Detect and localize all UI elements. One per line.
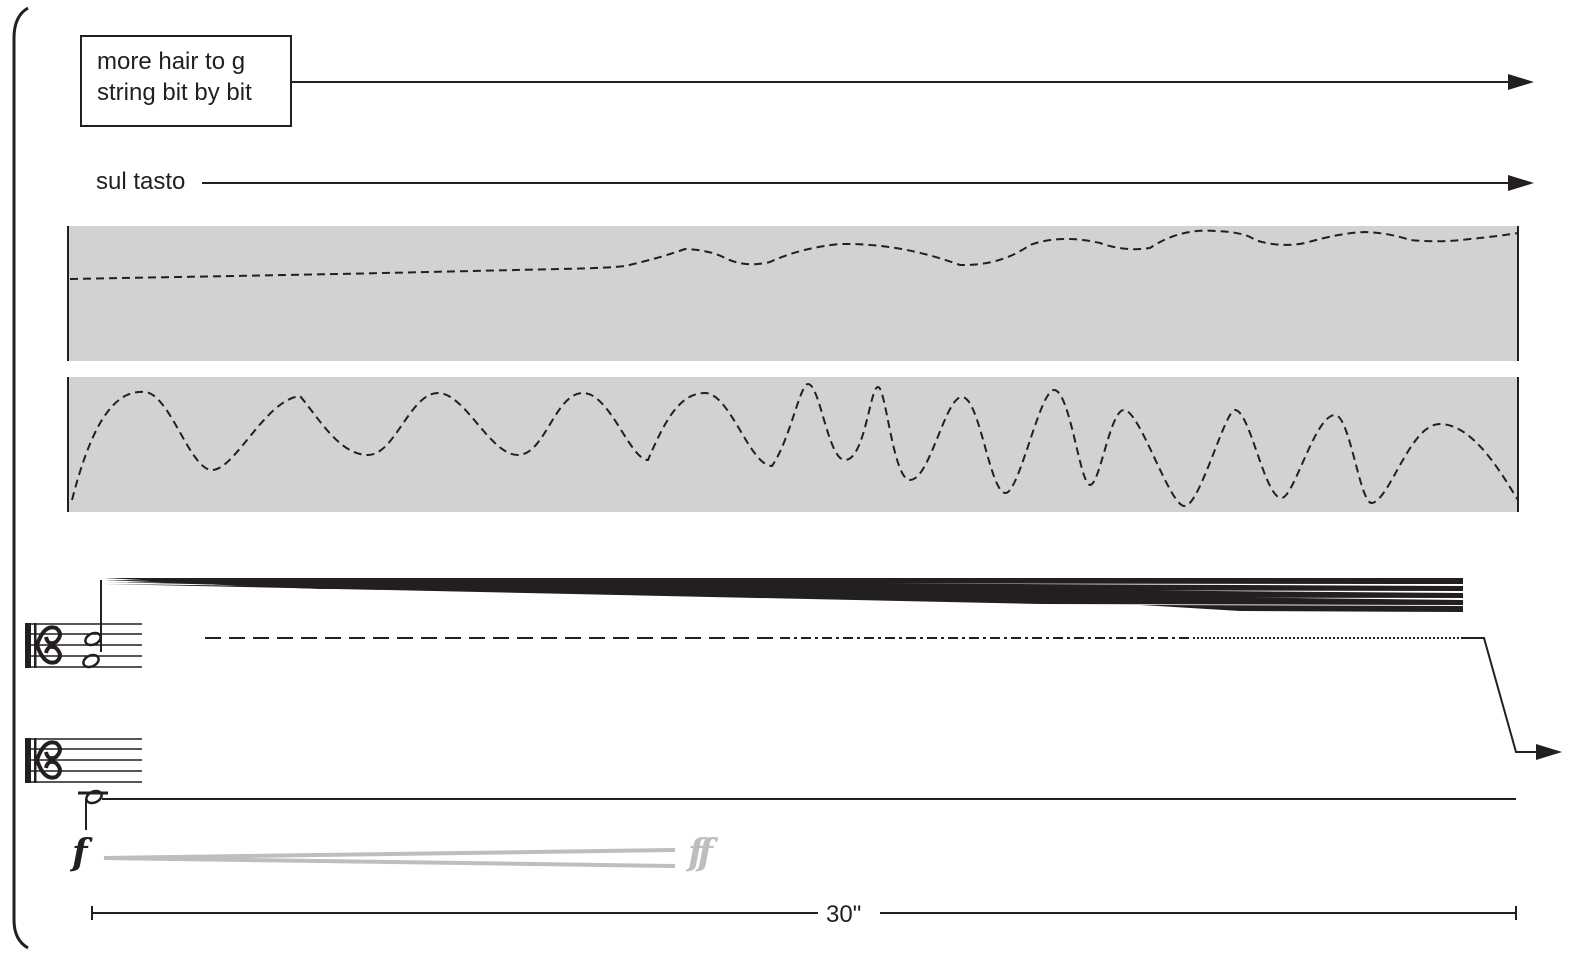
contour-graph-upper [67,226,1519,361]
contour-line-upper [69,229,1519,280]
tremolo-beams [104,578,1463,612]
bow-hair-line-2: string bit by bit [97,79,252,106]
contour-graph-lower [67,377,1519,512]
sul-tasto-arrow [202,175,1534,191]
alto-clef-icon-upper [25,623,62,668]
alto-clef-icon-lower [25,738,62,783]
note-cluster [82,580,102,669]
sul-tasto-label: sul tasto [96,168,190,196]
bow-hair-instruction-box: more hair to g string bit by bit [80,35,292,127]
low-note [78,789,1516,830]
graph-panel-upper [68,226,1518,361]
crescendo-hairpin [103,848,676,868]
dynamic-end: ff [688,832,713,874]
graph-panel-lower [68,377,1518,512]
dynamic-start: f [72,832,88,874]
contour-line-lower [71,382,1519,507]
gliss-line [205,637,1562,760]
bow-hair-arrow [292,74,1534,90]
bow-hair-line-1: more hair to g [97,48,246,75]
duration-label: 30" [826,901,862,929]
duration-bracket [91,906,1517,920]
system-brace-icon [12,6,29,950]
